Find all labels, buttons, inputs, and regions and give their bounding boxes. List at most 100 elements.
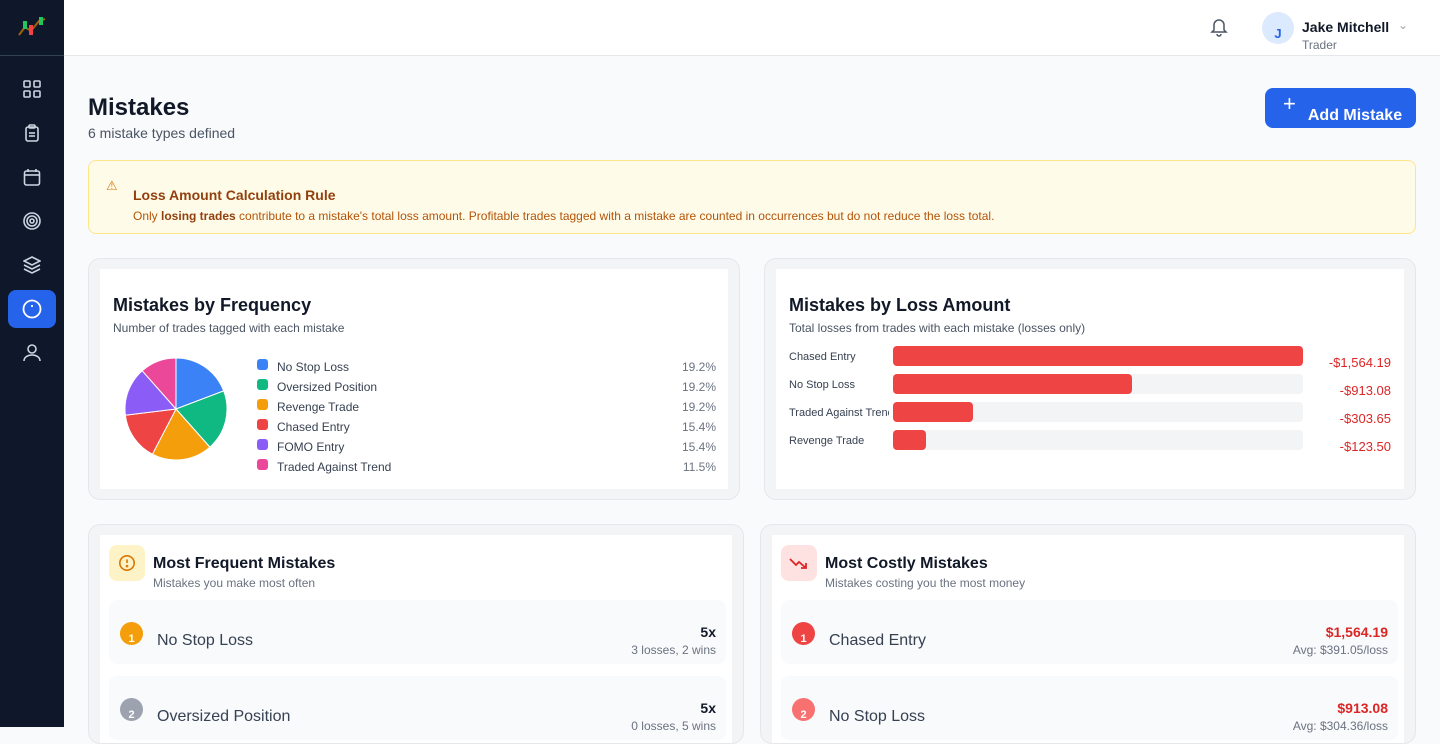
legend-label: Oversized Position [277,380,378,394]
nav-strategies[interactable] [8,246,56,284]
plus-icon: + [1283,91,1296,116]
mistake-value: $913.08 [1337,700,1388,716]
mistake-name: No Stop Loss [829,708,926,725]
card-title: Most Costly Mistakes [825,555,988,572]
loss-bar[interactable] [893,402,973,422]
mistake-detail: 0 losses, 5 wins [631,719,716,733]
legend-percent: 11.5% [682,460,716,474]
target-icon [23,212,41,230]
legend-item: Chased Entry 15.4% [257,417,716,437]
user-icon [23,344,41,362]
loss-bar-row: Traded Against Trend -$303.65 [789,402,1391,426]
legend-label: Revenge Trade [277,400,360,414]
card-subtitle: Mistakes you make most often [153,576,316,590]
mistake-list-item[interactable]: 2 No Stop Loss $913.08 Avg: $304.36/loss [781,676,1398,740]
legend-swatch [257,458,268,470]
bar-track [893,402,1303,422]
bar-value: -$913.08 [1339,383,1391,398]
legend-item: FOMO Entry 15.4% [257,437,716,457]
alert-description: Only losing trades contribute to a mista… [133,209,995,223]
nav-dashboard[interactable] [8,70,56,108]
card-subtitle: Total losses from trades with each mista… [789,321,1086,335]
legend-item: Traded Against Trend 11.5% [257,457,716,477]
app-logo[interactable] [0,0,64,56]
calendar-icon [23,169,41,186]
pie-slice[interactable] [175,357,225,410]
legend-label: No Stop Loss [277,360,350,374]
bar-label: Revenge Trade [789,435,865,447]
bar-label: No Stop Loss [789,379,856,391]
bar-label: Traded Against Trend [789,407,889,419]
legend-percent: 19.2% [681,380,716,394]
legend-swatch [257,358,268,370]
rank-badge: 2 [120,698,143,721]
chart-logo-icon [18,16,46,36]
mistake-list-item[interactable]: 1 No Stop Loss 5x 3 losses, 2 wins [109,600,726,664]
frequency-card: Mistakes by Frequency Number of trades t… [88,258,740,500]
legend-label: Traded Against Trend [277,460,392,474]
mistake-list-item[interactable]: 1 Chased Entry $1,564.19 Avg: $391.05/loss [781,600,1398,664]
legend-item: No Stop Loss 19.2% [257,357,716,377]
collapse-sidebar-icon[interactable]: › [60,18,65,34]
legend-swatch [257,438,268,450]
nav-calendar[interactable] [8,158,56,196]
warning-icon: ⚠ [106,178,118,193]
frequency-pie-chart [124,357,228,461]
mistake-name: Chased Entry [829,632,926,649]
nav-goals[interactable] [8,202,56,240]
mistake-detail: Avg: $304.36/loss [1292,719,1388,733]
user-name[interactable]: Jake Mitchell [1302,19,1390,35]
bar-label: Chased Entry [789,351,856,363]
card-title: Most Frequent Mistakes [153,555,336,572]
legend-label: FOMO Entry [277,440,345,454]
bar-track [893,430,1303,450]
legend-item: Oversized Position 19.2% [257,377,716,397]
loss-bar[interactable] [893,346,1303,366]
layers-icon [23,256,41,274]
card-subtitle: Number of trades tagged with each mistak… [113,321,345,335]
add-mistake-button[interactable]: + Add Mistake [1265,88,1416,128]
pie-slice[interactable] [124,408,177,455]
card-title: Mistakes by Frequency [113,295,312,315]
legend-label: Chased Entry [277,420,350,434]
legend-item: Revenge Trade 19.2% [257,397,716,417]
page-subtitle: 6 mistake types defined [88,125,236,141]
chevron-down-icon[interactable]: ⌄ [1398,18,1409,32]
bar-track [893,346,1303,366]
bar-value: -$123.50 [1339,439,1391,454]
pie-slice[interactable] [124,370,178,416]
nav-journal[interactable] [8,114,56,152]
loss-bar[interactable] [893,374,1133,394]
bell-icon[interactable] [1209,17,1229,42]
nav-profile[interactable] [8,334,56,372]
nav-mistakes[interactable] [8,290,56,328]
sidebar [0,0,64,727]
mistake-detail: 3 losses, 2 wins [631,643,716,657]
legend-percent: 19.2% [681,400,716,414]
bar-value: -$303.65 [1339,411,1391,426]
mistake-value: 5x [700,700,716,716]
alert-circle-icon [109,545,145,581]
pie-slice[interactable] [175,390,228,448]
legend-swatch [257,378,268,390]
legend-percent: 19.2% [681,360,716,374]
bar-track [893,374,1303,394]
loss-bar-row: No Stop Loss -$913.08 [789,374,1391,398]
clipboard-icon [25,124,39,142]
avatar[interactable]: J [1262,12,1294,44]
mistake-name: No Stop Loss [157,632,254,649]
loss-card: Mistakes by Loss Amount Total losses fro… [764,258,1416,500]
legend-percent: 15.4% [681,420,716,434]
mistake-value: 5x [700,624,716,640]
loss-rule-alert: ⚠ Loss Amount Calculation Rule Only losi… [88,160,1416,234]
trending-down-icon [781,545,817,581]
mistake-list-item[interactable]: 2 Oversized Position 5x 0 losses, 5 wins [109,676,726,740]
most-costly-card: Most Costly Mistakes Mistakes costing yo… [760,524,1416,744]
card-title: Mistakes by Loss Amount [789,295,1011,315]
loss-bar[interactable] [893,430,926,450]
pie-slice[interactable] [151,408,211,461]
pie-slice[interactable] [141,357,177,411]
card-subtitle: Mistakes costing you the most money [825,576,1026,590]
mistake-name: Oversized Position [157,708,291,725]
rank-badge: 1 [120,622,143,645]
